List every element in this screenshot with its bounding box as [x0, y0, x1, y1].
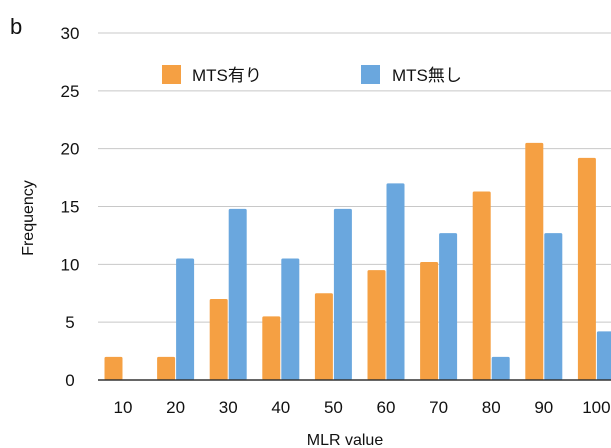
bar-without-mts-40: [281, 258, 300, 380]
y-tick-label-20: 20: [61, 140, 80, 159]
x-tick-label-90: 90: [534, 398, 553, 417]
x-tick-label-80: 80: [482, 398, 501, 417]
legend-label-with-mts: MTS有り: [192, 66, 262, 85]
y-axis-label: Frequency: [20, 180, 37, 256]
bar-with-mts-70: [420, 262, 439, 380]
panel-label: b: [10, 14, 23, 39]
bar-without-mts-70: [439, 233, 458, 380]
legend-swatch-without-mts: [361, 65, 380, 84]
bar-with-mts-30: [209, 299, 228, 380]
y-tick-label-15: 15: [61, 198, 80, 217]
bar-without-mts-100: [596, 331, 611, 380]
x-tick-label-40: 40: [271, 398, 290, 417]
x-tick-label-20: 20: [166, 398, 185, 417]
bar-with-mts-100: [577, 157, 596, 380]
bar-without-mts-80: [491, 356, 510, 380]
x-tick-labels: 10 20 30 40 50 60 70 80 90 100: [114, 398, 611, 417]
bar-without-mts-30: [228, 208, 247, 380]
bar-with-mts-60: [367, 270, 386, 380]
y-tick-label-5: 5: [65, 313, 74, 332]
x-tick-label-30: 30: [219, 398, 238, 417]
y-tick-labels: 0 5 10 15 20 25 30: [61, 24, 80, 390]
bar-without-mts-60: [386, 183, 405, 380]
bars: [104, 142, 611, 380]
x-tick-label-100: 100: [582, 398, 610, 417]
x-axis-label: MLR value: [307, 432, 384, 448]
bar-with-mts-90: [525, 142, 544, 380]
legend-label-without-mts: MTS無し: [392, 66, 462, 85]
y-tick-label-0: 0: [65, 371, 74, 390]
x-tick-label-70: 70: [429, 398, 448, 417]
y-tick-label-25: 25: [61, 82, 80, 101]
bar-without-mts-90: [544, 233, 563, 380]
legend-swatch-with-mts: [162, 65, 181, 84]
bar-without-mts-50: [333, 208, 352, 380]
bar-with-mts-40: [262, 316, 281, 380]
bar-with-mts-80: [472, 191, 491, 380]
bar-with-mts-10: [104, 356, 123, 380]
bar-with-mts-50: [314, 293, 333, 380]
legend: MTS有り MTS無し: [162, 65, 462, 85]
bar-without-mts-20: [176, 258, 195, 380]
y-tick-label-10: 10: [61, 255, 80, 274]
x-tick-label-60: 60: [377, 398, 396, 417]
x-tick-label-50: 50: [324, 398, 343, 417]
x-tick-label-10: 10: [114, 398, 133, 417]
y-tick-label-30: 30: [61, 24, 80, 43]
bar-with-mts-20: [157, 356, 176, 380]
